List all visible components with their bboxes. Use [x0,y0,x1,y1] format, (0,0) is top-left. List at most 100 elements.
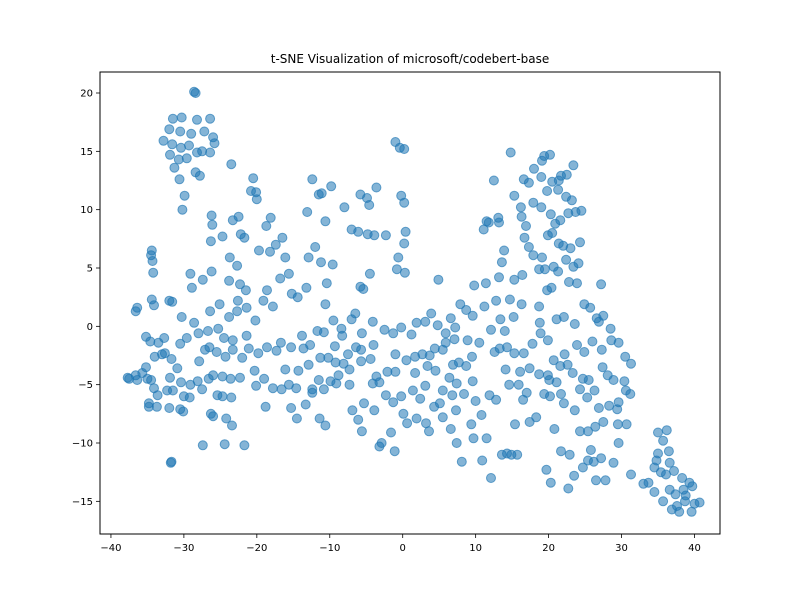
scatter-point [205,113,216,124]
scatter-point [167,139,178,150]
scatter-point [470,396,481,406]
scatter-point [535,328,546,339]
scatter-point [205,147,216,158]
scatter-point [343,349,353,360]
scatter-point [528,197,539,208]
scatter-point [356,356,367,367]
scatter-point [653,427,663,438]
scatter-point [399,144,410,154]
scatter-point [237,352,248,363]
scatter-point [280,364,291,375]
scatter-point [162,385,173,396]
scatter-point [587,336,598,347]
x-tick-label: −10 [319,543,340,554]
scatter-point [669,466,679,476]
scatter-point [241,302,252,313]
scatter-point [491,394,502,405]
scatter-point [227,420,237,431]
scatter-point [521,387,532,398]
scatter-point [307,174,318,185]
scatter-point [328,315,339,326]
x-tick-label: 0 [400,543,406,554]
x-tick-label: −20 [246,543,267,554]
scatter-point [545,477,556,488]
scatter-point [344,364,355,375]
scatter-point [613,337,624,348]
scatter-point [440,328,451,339]
scatter-point [509,348,520,359]
scatter-point [267,301,278,312]
scatter-point [249,365,260,376]
scatter-point [145,336,156,347]
scatter-point [159,348,170,359]
scatter-point [510,419,520,430]
scatter-point [420,316,431,327]
scatter-point [275,337,286,348]
scatter-point [575,384,585,395]
scatter-point [331,378,342,389]
scatter-point [333,370,344,381]
scatter-point [149,300,159,311]
scatter-point [390,349,401,360]
scatter-point [227,344,238,355]
scatter-point [192,114,202,125]
scatter-point [320,420,331,431]
scatter-point [142,373,153,384]
scatter-point [209,138,220,149]
scatter-point [542,335,553,346]
scatter-point [661,425,672,436]
scatter-point [410,368,421,378]
scatter-point [318,384,329,395]
scatter-point [468,433,479,444]
scatter-point [509,190,520,201]
scatter-point [158,135,169,146]
scatter-point [437,412,448,423]
scatter-point [165,149,175,160]
scatter-point [194,356,205,367]
scatter-point [380,230,391,241]
scatter-point [174,174,185,185]
scatter-point [320,216,331,227]
scatter-point [424,426,434,437]
scatter-point [386,427,396,438]
scatter-point [260,401,271,412]
scatter-point [250,315,261,326]
scatter-point [567,368,578,378]
scatter-point [151,401,162,412]
scatter-point [310,242,321,252]
scatter-point [651,455,662,466]
scatter-point [327,259,338,270]
scatter-point [415,393,426,404]
scatter-point [406,329,417,340]
scatter-point [356,426,367,437]
scatter-point [445,424,456,434]
scatter-point [411,413,422,424]
scatter-point [399,238,410,249]
scatter-point [508,312,519,322]
scatter-point [531,412,542,423]
scatter-point [608,457,619,468]
scatter-point [338,358,349,369]
scatter-point [556,446,566,457]
scatter-point [178,391,189,402]
scatter-point [512,449,523,460]
scatter-point [505,147,516,158]
scatter-point [516,211,527,222]
scatter-point [166,354,177,364]
scatter-point [297,330,307,341]
scatter-point [226,159,237,170]
scatter-point [621,419,632,430]
scatter-point [291,383,302,394]
x-tick-label: 10 [469,543,482,554]
scatter-point [217,371,228,382]
scatter-point [169,162,180,173]
scatter-point [205,236,216,247]
scatter-point [598,417,609,427]
scatter-point [318,327,329,338]
scatter-point [302,207,313,217]
scatter-point [265,246,275,257]
scatter-point [559,349,570,360]
scatter-point [371,371,382,382]
scatter-point [619,376,630,387]
